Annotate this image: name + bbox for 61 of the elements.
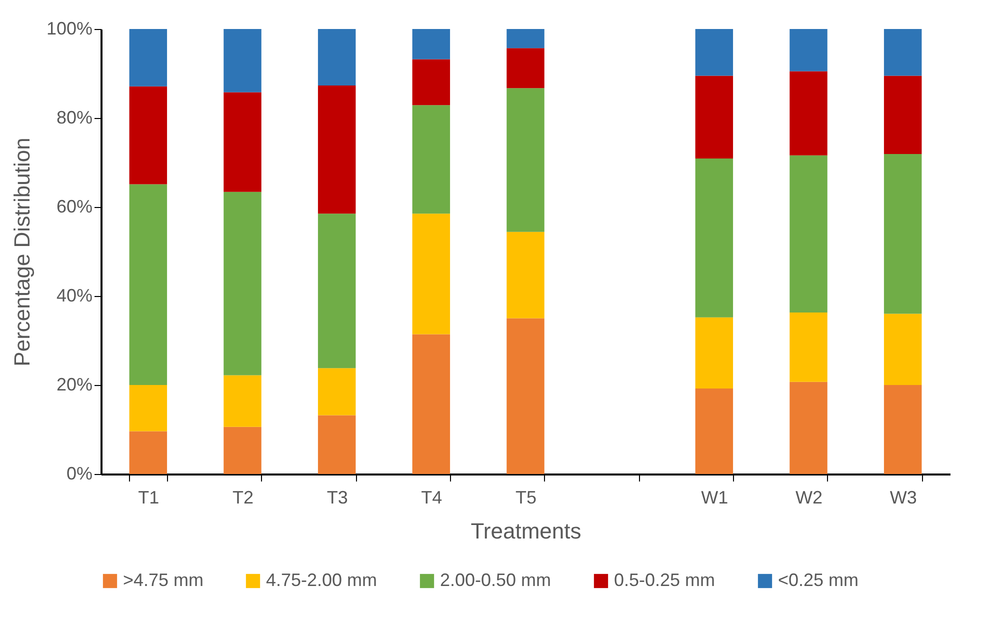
y-tick-label: 100%	[46, 18, 92, 38]
y-tick-label: 20%	[56, 374, 92, 394]
bar	[412, 334, 450, 474]
legend-label: <0.25 mm	[778, 570, 859, 590]
bar	[790, 29, 828, 72]
bar	[318, 29, 356, 86]
x-axis-title: Treatments	[470, 518, 582, 544]
bar	[884, 385, 922, 474]
x-tick-label: T5	[515, 488, 537, 508]
x-tick-label: T4	[421, 488, 442, 508]
bar	[506, 88, 544, 232]
bar	[318, 214, 356, 368]
bar	[224, 192, 262, 376]
bar	[506, 29, 544, 48]
bar	[129, 431, 168, 474]
bar	[695, 158, 734, 318]
bar	[790, 382, 828, 474]
bar	[790, 71, 828, 156]
bar	[412, 214, 450, 334]
bar	[129, 86, 168, 184]
bar	[129, 29, 168, 86]
bar	[129, 385, 168, 432]
y-tick-label: 60%	[56, 196, 92, 216]
bar	[695, 317, 734, 389]
x-tick-label: T1	[138, 488, 160, 508]
bar	[318, 86, 356, 214]
bar	[884, 29, 922, 76]
x-tick-label: W1	[701, 488, 728, 508]
bar	[129, 184, 168, 385]
bar	[224, 92, 262, 192]
bar	[884, 154, 922, 314]
x-tick-label: T2	[232, 488, 254, 508]
bar	[412, 59, 450, 106]
x-tick-label: T3	[326, 488, 348, 508]
bar	[412, 29, 450, 60]
x-tick-label: W2	[796, 488, 822, 508]
bar	[695, 76, 734, 158]
bar	[318, 368, 356, 416]
bar	[224, 375, 262, 427]
bar	[506, 232, 544, 318]
legend-label: 4.75-2.00 mm	[266, 570, 378, 590]
bar	[506, 318, 544, 474]
bar	[695, 29, 734, 76]
x-tick-label: W3	[890, 488, 917, 508]
y-axis-title: Percentage Distribution	[9, 138, 34, 366]
bar	[884, 76, 922, 154]
legend-label: >4.75 mm	[123, 570, 204, 590]
y-tick-label: 40%	[56, 286, 92, 306]
legend-label: 2.00-0.50 mm	[440, 570, 552, 590]
legend-label: 0.5-0.25 mm	[614, 570, 716, 590]
bar	[224, 29, 262, 92]
bar	[790, 312, 828, 382]
bar	[318, 415, 356, 474]
bar	[695, 388, 734, 474]
y-tick-label: 80%	[56, 108, 92, 128]
bar	[224, 426, 262, 474]
bar	[884, 314, 922, 385]
bar	[412, 105, 450, 214]
bar	[790, 155, 828, 312]
bar	[506, 48, 544, 88]
y-tick-label: 0%	[66, 464, 92, 484]
